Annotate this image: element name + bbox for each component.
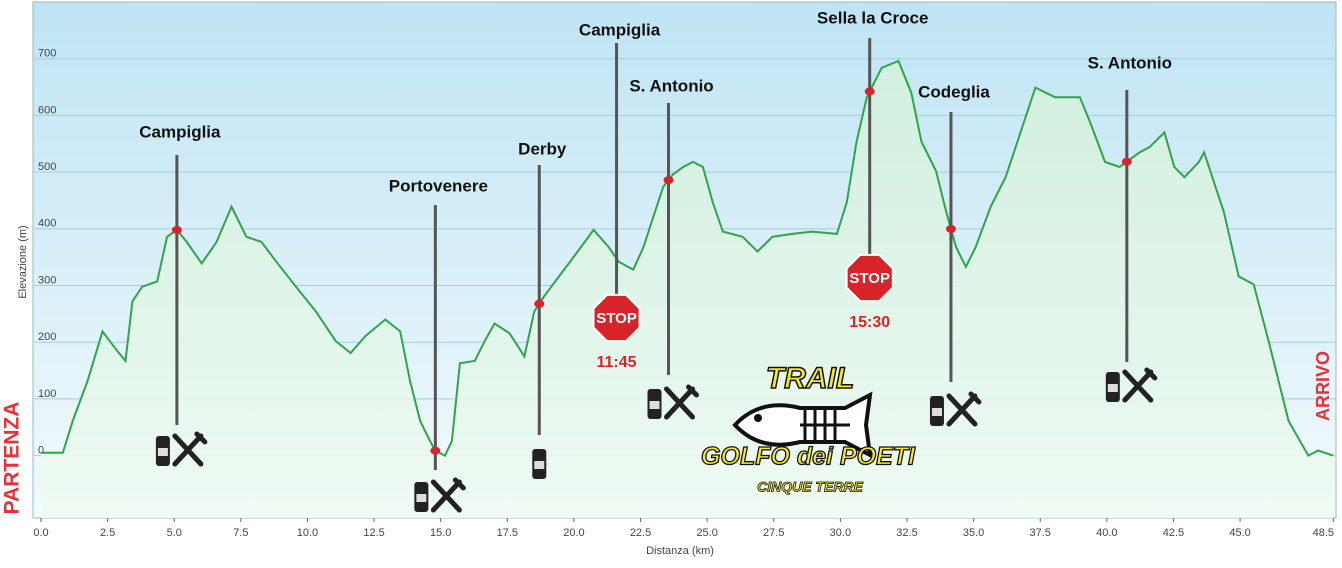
waypoint-label: Sella la Croce [817, 8, 929, 27]
stop-sign-text: STOP [596, 310, 637, 327]
pole [868, 38, 872, 255]
waypoint-marker [1121, 157, 1132, 166]
x-tick-label: 32.5 [896, 527, 917, 539]
y-tick-label: 100 [38, 388, 56, 400]
waypoint-marker [430, 446, 441, 455]
logo-eye [754, 414, 762, 422]
x-tick-label: 17.5 [497, 527, 518, 539]
x-tick-label: 10.0 [297, 527, 318, 539]
start-label: PARTENZA [1, 402, 24, 515]
x-tick-label: 35.0 [963, 527, 984, 539]
waypoint-label: S. Antonio [1088, 53, 1172, 72]
waypoint-marker [534, 299, 545, 308]
food-icon [946, 391, 982, 427]
stop-time: 15:30 [849, 314, 890, 331]
end-label: ARRIVO [1313, 351, 1333, 421]
x-tick-label: 12.5 [363, 527, 384, 539]
pole [667, 103, 671, 375]
y-tick-label: 600 [38, 104, 56, 116]
x-tick-label: 15.0 [430, 527, 451, 539]
logo-title: TRAIL [766, 362, 854, 395]
waypoint-marker [864, 87, 875, 96]
y-tick-label: 300 [38, 274, 56, 286]
stop-time: 11:45 [597, 354, 637, 371]
pole [615, 43, 619, 295]
food-icon [172, 431, 208, 467]
food-icon [664, 384, 700, 420]
stop-sign [845, 253, 894, 303]
x-tick-label: 42.5 [1163, 527, 1184, 539]
waypoint-marker [663, 176, 674, 185]
y-tick-label: 500 [38, 161, 56, 173]
x-tick-label: 45.0 [1229, 527, 1250, 539]
x-tick-label: 20.0 [563, 527, 584, 539]
x-tick-label: 40.0 [1096, 527, 1117, 539]
logo: TRAIL GOLFO dei POETI CINQUE TERRE [700, 361, 916, 495]
x-tick-label: 27.5 [763, 527, 784, 539]
waypoint-label: Derby [518, 139, 567, 158]
waypoint-label: Codeglia [918, 82, 990, 101]
waypoint-label: S. Antonio [629, 76, 713, 95]
waypoint-label: Campiglia [579, 20, 661, 39]
waypoint-label: Portovenere [389, 176, 488, 195]
x-tick-label: 2.5 [100, 527, 115, 539]
y-tick-label: 0 [38, 445, 44, 457]
pole [1125, 90, 1129, 362]
x-axis-title: Distanza (km) [646, 545, 714, 557]
water-icon-label [534, 461, 545, 469]
water-icon-label [1107, 384, 1118, 392]
y-axis-title: Elevazione (m) [17, 225, 29, 298]
x-tick-label: 5.0 [167, 527, 182, 539]
x-tick-label: 22.5 [630, 527, 651, 539]
waypoint-marker [171, 225, 182, 234]
y-tick-label: 700 [38, 48, 56, 60]
x-tick-label: 7.5 [233, 527, 248, 539]
water-icon-label [931, 408, 942, 416]
waypoint-label: Campiglia [139, 122, 221, 141]
pole [949, 112, 953, 382]
stop-sign-text: STOP [849, 270, 890, 287]
logo-name: GOLFO dei POETI [701, 443, 916, 471]
water-icon-label [649, 401, 660, 409]
pole [433, 205, 437, 470]
stop-sign [592, 293, 641, 343]
logo-bones [800, 408, 850, 442]
food-icon [1122, 367, 1158, 403]
logo-subtitle: CINQUE TERRE [757, 479, 863, 495]
waypoint-marker [945, 224, 956, 233]
x-tick-label: 48.5 [1313, 527, 1334, 539]
pole [175, 155, 179, 425]
x-tick-label: 25.0 [696, 527, 717, 539]
y-tick-label: 400 [38, 218, 56, 230]
food-icon [430, 477, 466, 513]
area-fill [40, 61, 1334, 518]
x-tick-label: 37.5 [1030, 527, 1051, 539]
water-icon-label [416, 494, 427, 502]
water-icon-label [157, 448, 168, 456]
y-tick-label: 200 [38, 331, 56, 343]
x-tick-label: 30.0 [830, 527, 851, 539]
x-tick-label: 0.0 [33, 527, 48, 539]
